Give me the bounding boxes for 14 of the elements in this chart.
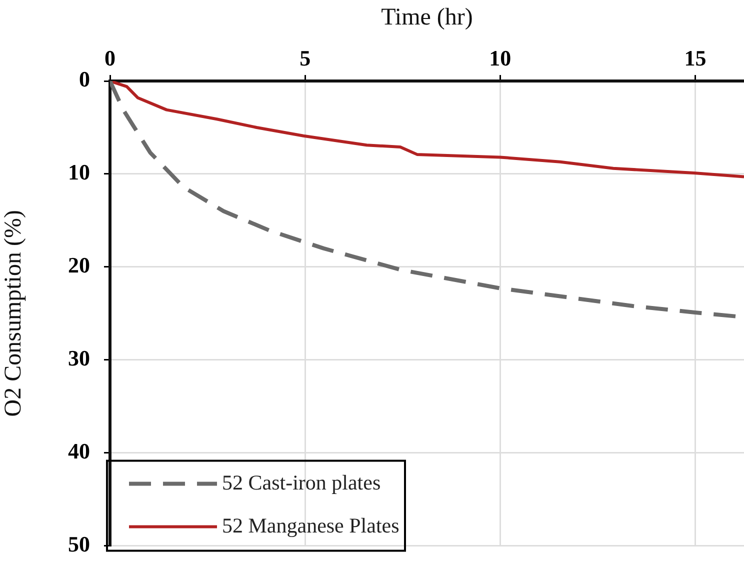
x-tick-label: 5 xyxy=(300,45,311,70)
x-axis-title: Time (hr) xyxy=(381,4,473,31)
y-tick-label: 50 xyxy=(68,531,90,556)
y-tick-label: 0 xyxy=(79,66,90,92)
legend-label: 52 Manganese Plates xyxy=(222,513,400,538)
y-tick-label: 10 xyxy=(68,160,90,185)
y-axis-title: O2 Consumption (%) xyxy=(0,210,27,417)
x-tick-label: 15 xyxy=(684,45,706,70)
y-tick-label: 20 xyxy=(68,252,90,278)
legend-label: 52 Cast-iron plates xyxy=(222,470,381,494)
y-tick-label: 40 xyxy=(68,438,90,464)
x-tick-label: 0 xyxy=(104,45,116,70)
y-tick-label: 30 xyxy=(68,346,90,371)
x-tick-label: 10 xyxy=(489,45,512,70)
